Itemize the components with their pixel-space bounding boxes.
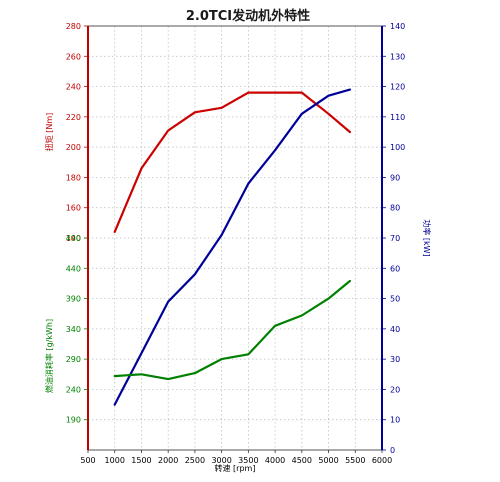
torque-tick-label: 140 [66, 234, 81, 243]
x-tick-label: 2000 [158, 456, 178, 465]
power-tick-label: 120 [390, 83, 405, 92]
power-tick-label: 100 [390, 143, 405, 152]
power-tick-label: 140 [390, 22, 405, 31]
power-tick-label: 30 [390, 355, 400, 364]
grid-layer [88, 26, 382, 450]
power-tick-label: 10 [390, 416, 400, 425]
x-tick-label: 3000 [211, 456, 231, 465]
power-tick-label: 110 [390, 113, 405, 122]
x-tick-label: 5000 [318, 456, 338, 465]
x-tick-label: 1000 [105, 456, 125, 465]
x-tick-label: 6000 [372, 456, 392, 465]
torque-tick-label: 280 [66, 22, 81, 31]
power-axis-label: 功率 [kW] [422, 219, 432, 256]
x-axis-label: 转速 [rpm] [215, 463, 256, 473]
power-tick-label: 0 [390, 446, 395, 455]
x-tick-label: 4000 [265, 456, 285, 465]
torque-tick-label: 260 [66, 52, 81, 61]
power-line [113, 88, 351, 406]
x-tick-label: 2500 [185, 456, 205, 465]
power-tick-label: 40 [390, 325, 400, 334]
power-tick-label: 70 [390, 234, 400, 243]
torque-tick-label: 180 [66, 173, 81, 182]
series-layer [113, 88, 351, 406]
bsfc-tick-label: 190 [66, 416, 81, 425]
bsfc-tick-label: 390 [66, 295, 81, 304]
x-tick-label: 500 [80, 456, 95, 465]
power-tick-label: 20 [390, 385, 400, 394]
bsfc-tick-label: 440 [66, 264, 81, 273]
torque-tick-label: 200 [66, 143, 81, 152]
power-tick-label: 50 [390, 295, 400, 304]
bsfc-tick-label: 340 [66, 325, 81, 334]
power-tick-label: 130 [390, 52, 405, 61]
power-tick-label: 60 [390, 264, 400, 273]
x-tick-label: 1500 [131, 456, 151, 465]
x-tick-label: 4500 [292, 456, 312, 465]
bsfc-tick-label: 490 [66, 234, 81, 243]
power-tick-label: 80 [390, 204, 400, 213]
bsfc-tick-label: 290 [66, 355, 81, 364]
tick-layer: 500 1000 1500 2000 2500 3000 3500 4000 4500 5000 5… [66, 22, 406, 465]
bsfc-line [113, 279, 351, 381]
bsfc-tick-label: 240 [66, 385, 81, 394]
x-tick-label: 5500 [345, 456, 365, 465]
chart-title: 2.0TCI发动机外特性 [186, 8, 310, 24]
power-tick-label: 90 [390, 173, 400, 182]
x-tick-label: 3500 [238, 456, 258, 465]
torque-line [113, 91, 351, 233]
torque-tick-label: 220 [66, 113, 81, 122]
bsfc-axis-label: 燃油消耗率 [g/kWh] [44, 319, 54, 393]
torque-axis-label: 扭矩 [Nm] [44, 113, 54, 152]
torque-tick-label: 160 [66, 204, 81, 213]
torque-tick-label: 240 [66, 83, 81, 92]
